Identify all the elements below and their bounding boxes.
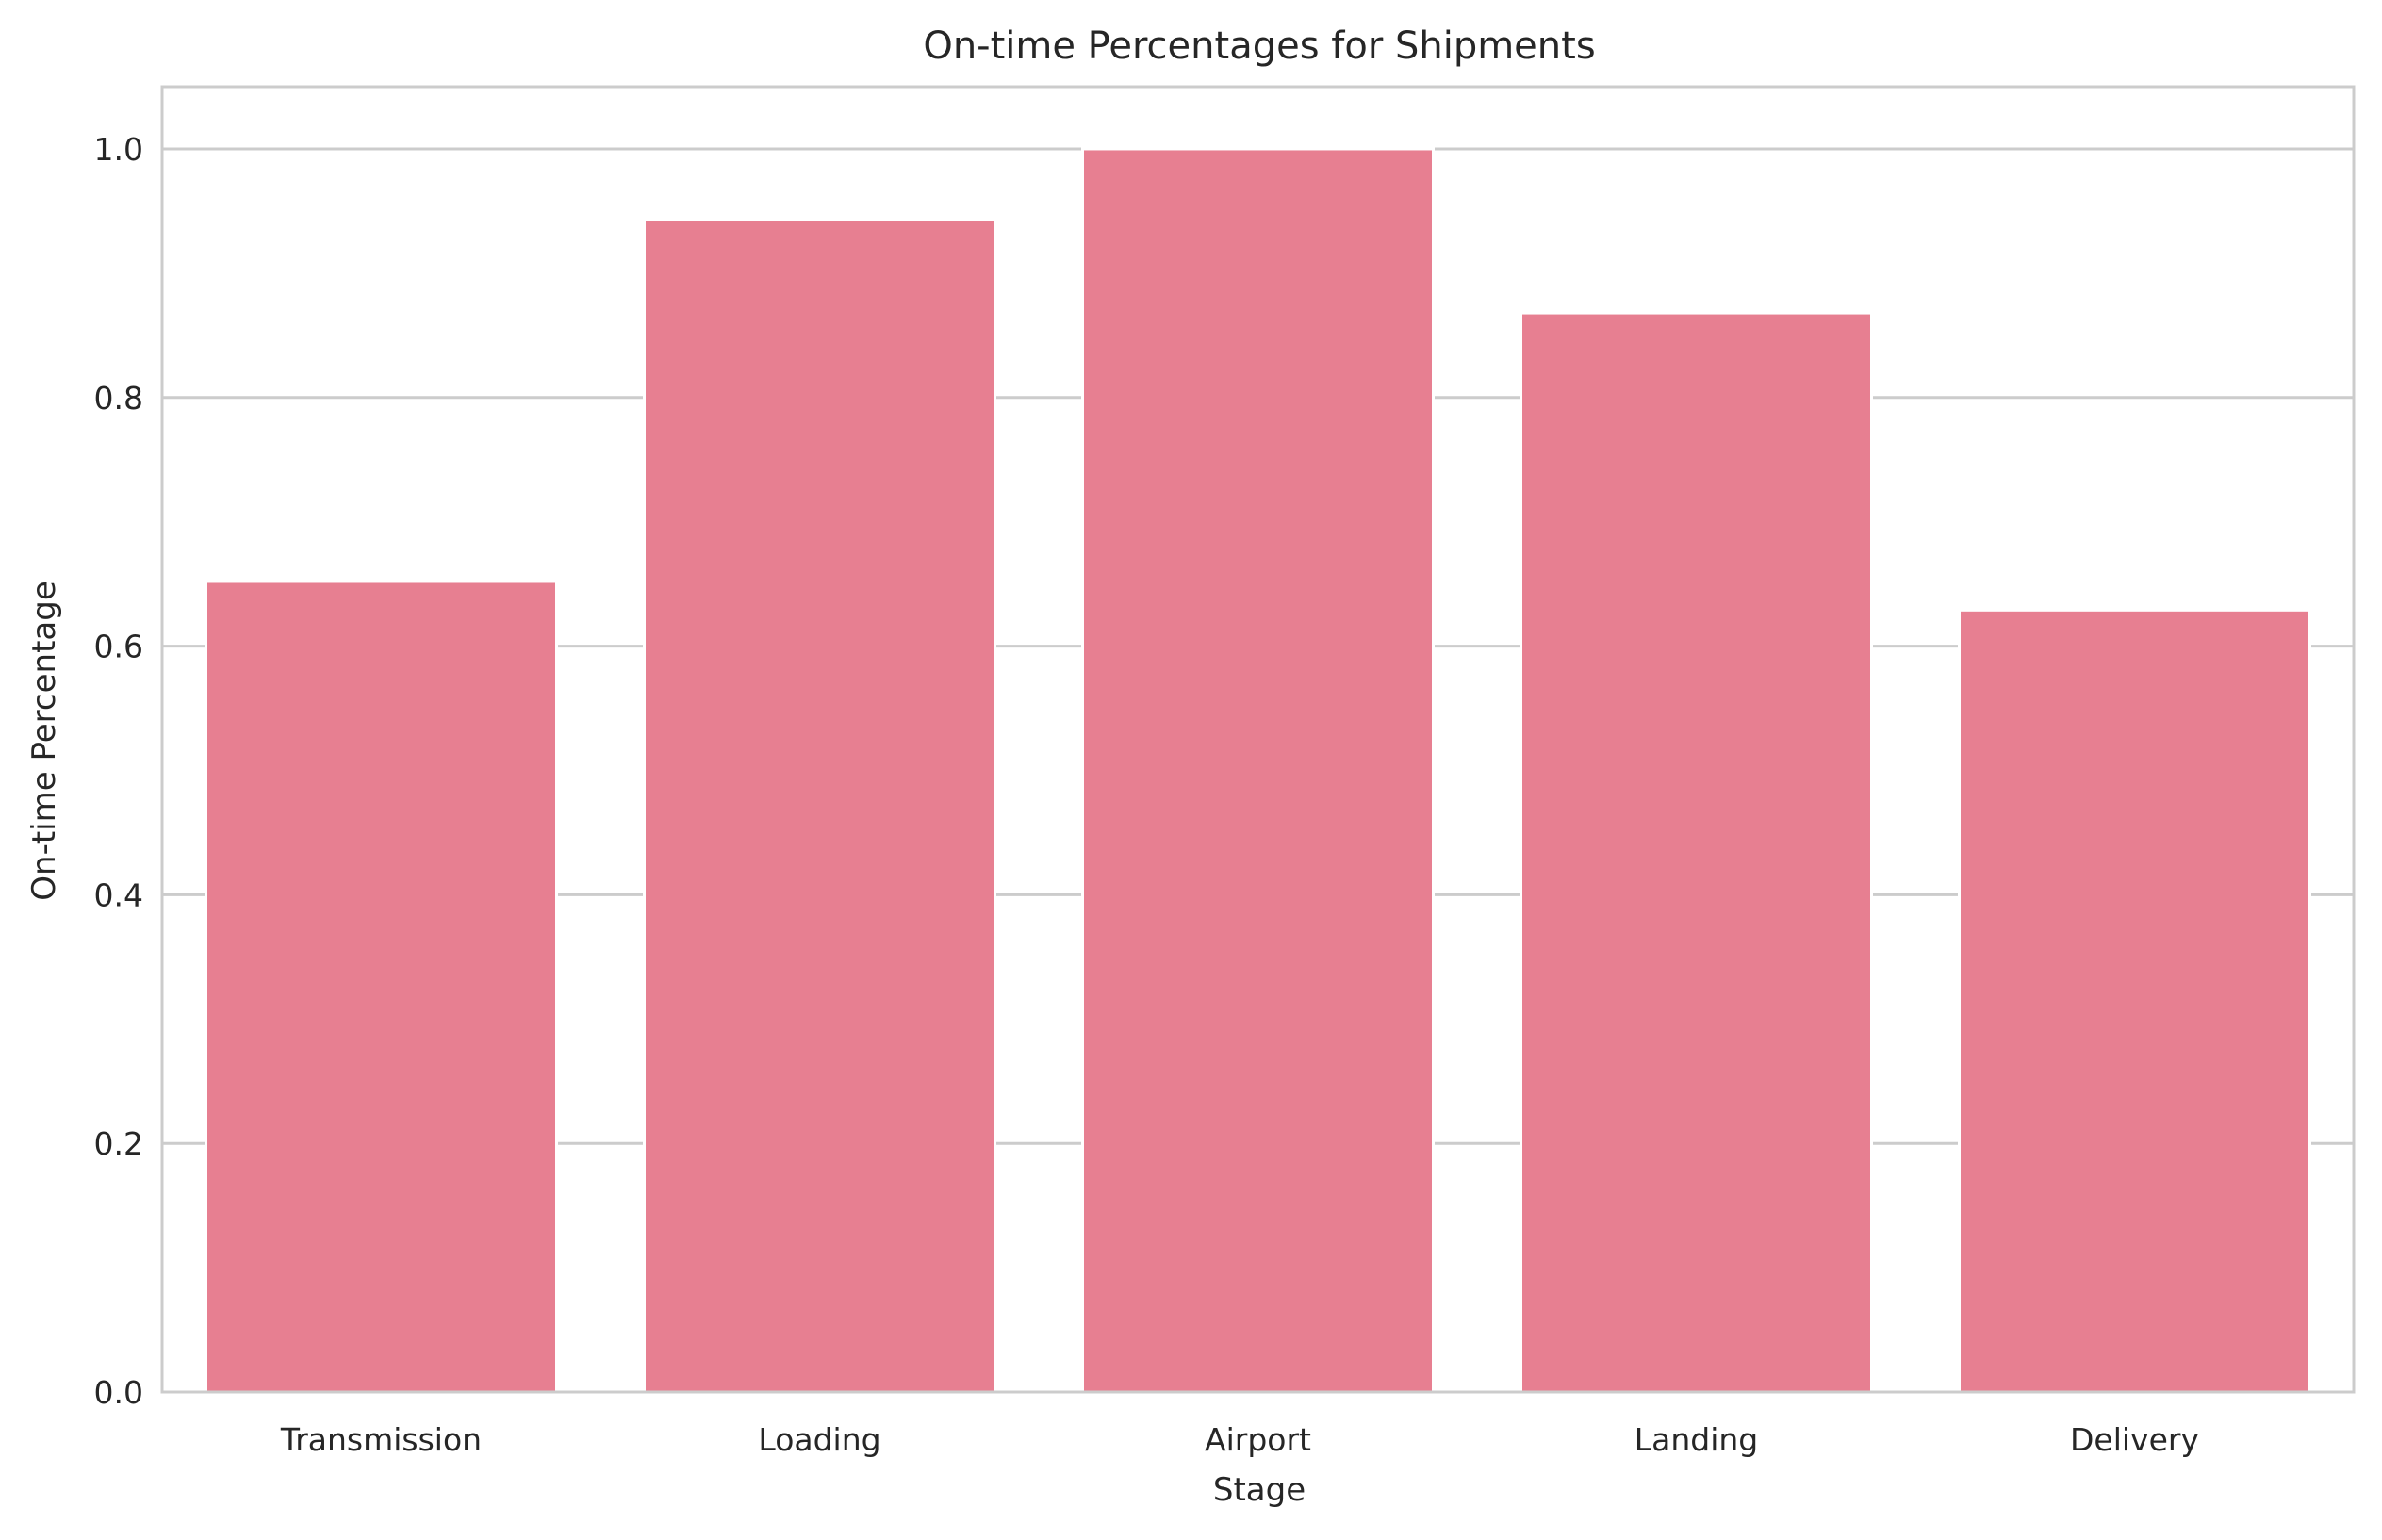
x-tick-label: Landing — [1635, 1421, 1759, 1458]
bar-delivery — [1958, 608, 2311, 1394]
bar-loading — [643, 218, 996, 1394]
bar-airport — [1081, 147, 1435, 1394]
y-tick-label: 0.2 — [94, 1125, 143, 1162]
x-tick-labels: Transmission Loading Airport Landing Deliver… — [280, 1421, 2199, 1458]
x-tick-label: Airport — [1205, 1421, 1311, 1458]
bar-landing — [1520, 311, 1873, 1394]
x-tick-label: Transmission — [280, 1421, 482, 1458]
y-axis-label: On-time Percentage — [25, 581, 63, 900]
y-tick-label: 0.4 — [94, 876, 143, 913]
x-tick-label: Delivery — [2070, 1421, 2199, 1458]
y-tick-labels: 0.0 0.2 0.4 0.6 0.8 1.0 — [94, 131, 143, 1411]
bars — [205, 147, 2311, 1394]
chart-title: On-time Percentages for Shipments — [923, 25, 1595, 68]
y-tick-label: 0.8 — [94, 380, 143, 417]
bar-transmission — [205, 580, 558, 1394]
x-tick-label: Loading — [758, 1421, 880, 1458]
y-tick-label: 0.6 — [94, 629, 143, 665]
x-axis-label: Stage — [1213, 1471, 1306, 1509]
y-tick-label: 0.0 — [94, 1374, 143, 1411]
y-tick-label: 1.0 — [94, 131, 143, 168]
plot-frame — [160, 85, 2356, 1394]
